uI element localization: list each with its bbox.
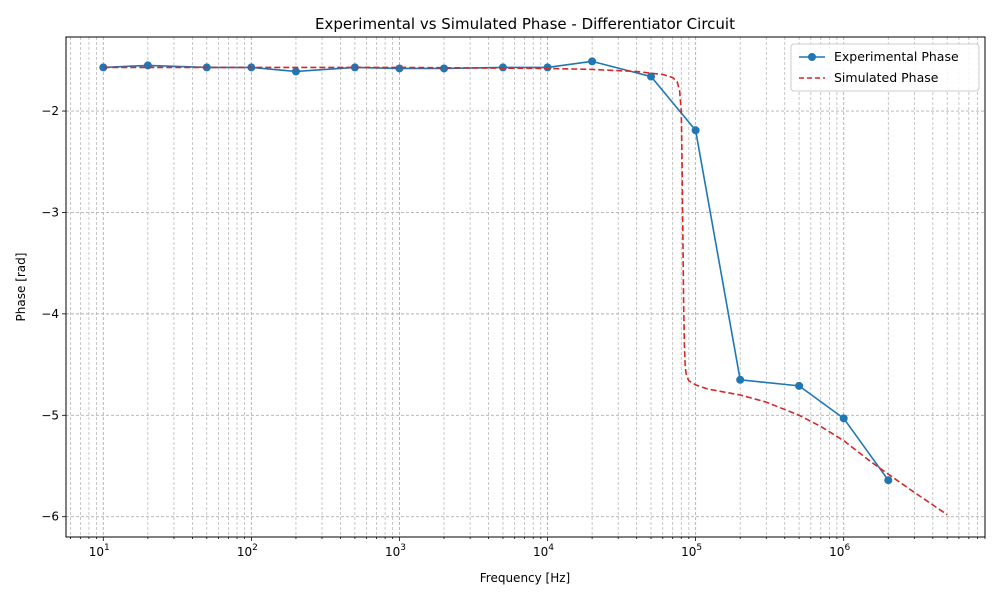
experimental-data-point <box>440 64 449 73</box>
legend-box <box>790 43 980 92</box>
experimental-data-point <box>884 476 893 485</box>
y-tick-label: −2 <box>41 104 59 118</box>
x-tick-label: 102 <box>237 543 258 559</box>
series-line-simulated <box>103 66 948 516</box>
x-tick-label: 105 <box>681 543 702 559</box>
plot-frame <box>65 36 986 538</box>
x-tick-label: 104 <box>533 543 554 559</box>
x-tick-label: 106 <box>829 543 850 559</box>
experimental-data-point <box>291 67 300 76</box>
x-axis-label: Frequency [Hz] <box>480 571 571 585</box>
experimental-data-point <box>350 63 359 72</box>
x-axis-ticks: 101 102 103 104 105 106 <box>70 537 986 559</box>
legend: Experimental Phase Simulated Phase <box>790 43 980 92</box>
experimental-data-point <box>647 72 656 81</box>
legend-experimental-label: Experimental Phase <box>834 49 959 64</box>
y-tick-label: −5 <box>41 408 59 422</box>
experimental-data-point <box>395 64 404 73</box>
x-tick-label: 103 <box>385 543 406 559</box>
series-layer <box>99 57 948 516</box>
experimental-data-point <box>588 57 597 66</box>
chart-title: Experimental vs Simulated Phase - Differ… <box>315 15 735 33</box>
y-tick-label: −4 <box>41 307 59 321</box>
legend-simulated-label: Simulated Phase <box>834 70 939 85</box>
experimental-data-point <box>543 63 552 72</box>
experimental-data-point <box>99 63 108 72</box>
experimental-data-point <box>691 126 700 135</box>
y-tick-label: −3 <box>41 205 59 219</box>
y-tick-label: −6 <box>41 510 59 524</box>
y-axis-label: Phase [rad] <box>14 253 28 322</box>
legend-experimental-marker <box>808 53 816 61</box>
experimental-data-point <box>839 414 848 423</box>
y-axis-ticks: −2 −3 −4 −5 −6 <box>41 104 66 524</box>
experimental-data-point <box>795 381 804 390</box>
experimental-data-point <box>736 375 745 384</box>
x-tick-label: 101 <box>89 543 110 559</box>
grid-layer <box>66 37 986 537</box>
